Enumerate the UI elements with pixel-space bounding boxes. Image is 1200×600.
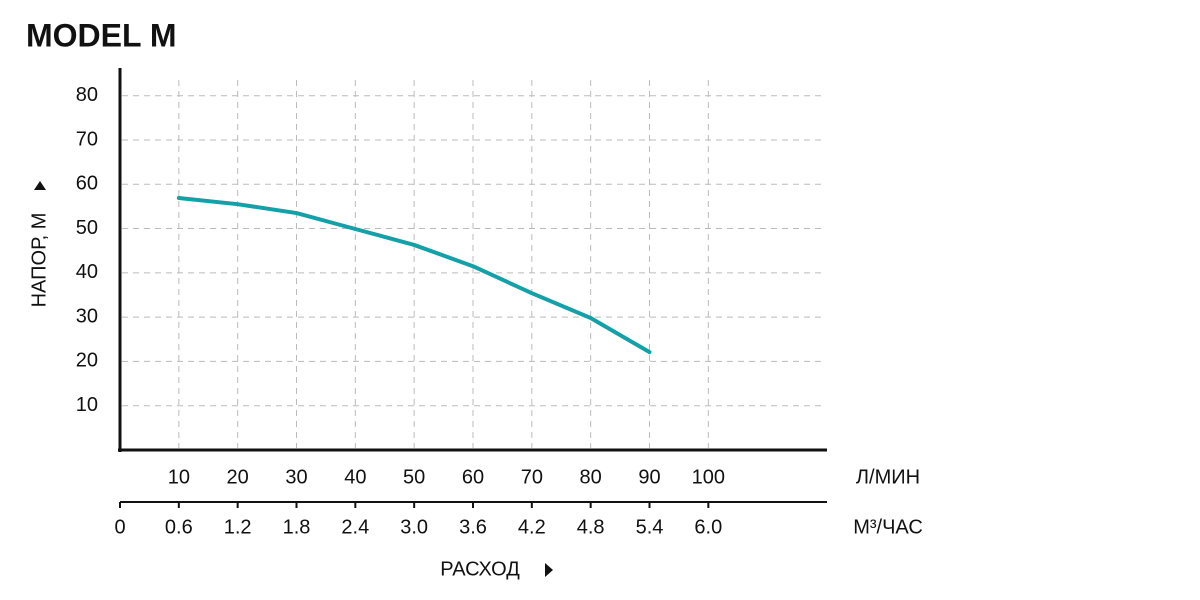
curve [176, 195, 652, 355]
x-tick-label: 90 [638, 466, 660, 488]
x2-tick-label: 3.0 [400, 516, 428, 538]
y-tick-label: 50 [76, 217, 98, 239]
x-tick-label: 70 [521, 466, 543, 488]
x-tick-label: 100 [692, 466, 725, 488]
x2-tick-label: 1.2 [224, 516, 252, 538]
x2-tick-label: 5.4 [636, 516, 664, 538]
y-tick-label: 10 [76, 394, 98, 416]
x-tick-label: 10 [168, 466, 190, 488]
x2-tick-label: 0.6 [165, 516, 193, 538]
x-tick-label: 60 [462, 466, 484, 488]
x2-tick-label: 3.6 [459, 516, 487, 538]
x2-tick-label: 0 [114, 516, 125, 538]
x-tick-label: 20 [227, 466, 249, 488]
x2-tick-label: 6.0 [694, 516, 722, 538]
x-tick-label: 30 [285, 466, 307, 488]
y-tick-label: 60 [76, 173, 98, 195]
x-arrow [545, 563, 553, 577]
x-unit: Л/МИН [856, 466, 920, 488]
x-tick-label: 50 [403, 466, 425, 488]
y-tick-label: 20 [76, 350, 98, 372]
x2-tick-label: 2.4 [341, 516, 369, 538]
x2-unit: М³/ЧАС [853, 516, 923, 538]
x-tick-label: 40 [344, 466, 366, 488]
y-tick-label: 40 [76, 261, 98, 283]
x2-tick-label: 4.8 [577, 516, 605, 538]
y-arrow [34, 181, 46, 190]
y-tick-label: 70 [76, 128, 98, 150]
x-axis-label: РАСХОД [440, 558, 520, 580]
y-tick-label: 30 [76, 305, 98, 327]
x2-tick-label: 4.2 [518, 516, 546, 538]
y-tick-label: 80 [76, 84, 98, 106]
y-axis-label: НАПОР, М [28, 213, 50, 308]
x-tick-label: 80 [580, 466, 602, 488]
chart-title: MODEL M [26, 17, 177, 53]
x2-tick-label: 1.8 [283, 516, 311, 538]
